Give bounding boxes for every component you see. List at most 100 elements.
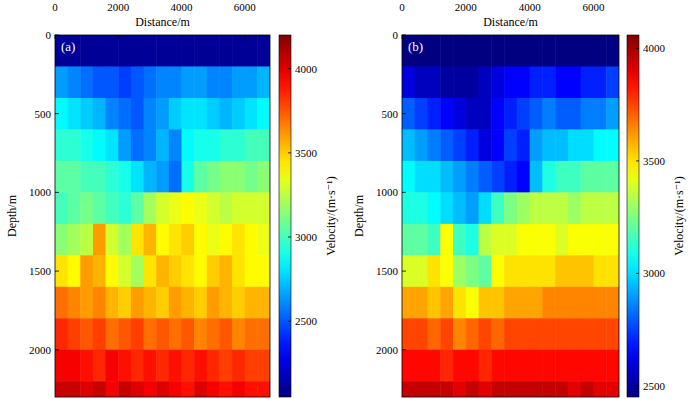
- cell: [80, 35, 93, 67]
- cell: [207, 255, 220, 287]
- cell: [93, 318, 106, 350]
- cell: [606, 224, 619, 256]
- cell: [156, 381, 169, 397]
- cell: [169, 224, 182, 256]
- cell: [542, 35, 555, 67]
- cell: [568, 287, 581, 319]
- cell: [555, 287, 568, 319]
- cell: [55, 287, 68, 319]
- cell: [245, 192, 258, 224]
- cell: [517, 318, 530, 350]
- cell: [106, 381, 119, 397]
- cell: [530, 98, 543, 130]
- cell: [530, 192, 543, 224]
- cell: [118, 381, 131, 397]
- figure: 0200040006000Distance/m0500100015002000D…: [0, 0, 700, 399]
- cell: [453, 287, 466, 319]
- cell: [194, 318, 207, 350]
- cell: [581, 129, 594, 161]
- cell: [402, 98, 415, 130]
- cell: [491, 66, 504, 98]
- y-axis-label: Depth/m: [5, 194, 19, 237]
- colorbar-tick-label: 3500: [295, 147, 318, 159]
- cell: [232, 161, 245, 193]
- cell: [131, 192, 144, 224]
- cell: [55, 192, 68, 224]
- colorbar-tick-label: 3500: [643, 155, 666, 167]
- cell: [169, 287, 182, 319]
- heatmap-cells: [55, 35, 270, 397]
- cell: [156, 35, 169, 67]
- cell: [232, 66, 245, 98]
- x-axis-label: Distance/m: [135, 15, 190, 29]
- cell: [606, 35, 619, 67]
- cell: [245, 66, 258, 98]
- cell: [542, 318, 555, 350]
- cell: [232, 35, 245, 67]
- cell: [194, 350, 207, 382]
- cell: [194, 35, 207, 67]
- cell: [169, 255, 182, 287]
- cell: [118, 98, 131, 130]
- cell: [232, 224, 245, 256]
- cell: [415, 381, 428, 397]
- cell: [530, 129, 543, 161]
- cell: [80, 318, 93, 350]
- cell: [517, 98, 530, 130]
- cell: [415, 66, 428, 98]
- x-tick: [465, 35, 466, 39]
- cell: [555, 129, 568, 161]
- plot-frame: [55, 35, 270, 397]
- cell: [453, 192, 466, 224]
- cell: [606, 381, 619, 397]
- cell: [440, 129, 453, 161]
- cell: [93, 35, 106, 67]
- cell: [106, 255, 119, 287]
- cell: [55, 161, 68, 193]
- cell: [555, 255, 568, 287]
- x-tick: [402, 35, 403, 39]
- cell: [219, 35, 232, 67]
- cell: [207, 66, 220, 98]
- cell: [68, 161, 81, 193]
- cell: [415, 129, 428, 161]
- cell: [581, 66, 594, 98]
- cell: [156, 350, 169, 382]
- cell: [257, 98, 270, 130]
- cell: [181, 98, 194, 130]
- cell: [156, 255, 169, 287]
- cell: [402, 224, 415, 256]
- cell: [219, 287, 232, 319]
- cell: [479, 224, 492, 256]
- cell: [530, 161, 543, 193]
- cell: [453, 129, 466, 161]
- cell: [245, 381, 258, 397]
- cell: [440, 224, 453, 256]
- cell: [479, 192, 492, 224]
- cell: [144, 192, 157, 224]
- cell: [428, 287, 441, 319]
- heatmap-cells: [402, 35, 619, 397]
- cell: [55, 66, 68, 98]
- cell: [479, 318, 492, 350]
- cell: [491, 224, 504, 256]
- cell: [453, 161, 466, 193]
- cell: [428, 98, 441, 130]
- cell: [428, 255, 441, 287]
- cell: [257, 255, 270, 287]
- cell: [542, 161, 555, 193]
- cell: [68, 224, 81, 256]
- cell: [93, 287, 106, 319]
- cell: [542, 66, 555, 98]
- cell: [606, 161, 619, 193]
- cell: [581, 381, 594, 397]
- cell: [169, 350, 182, 382]
- cell: [440, 381, 453, 397]
- cell: [568, 381, 581, 397]
- cell: [80, 255, 93, 287]
- cell: [118, 287, 131, 319]
- cell: [593, 98, 606, 130]
- x-tick-label: 0: [399, 1, 405, 13]
- panel: 0200040006000Distance/m0500100015002000D…: [352, 1, 686, 399]
- cell: [491, 98, 504, 130]
